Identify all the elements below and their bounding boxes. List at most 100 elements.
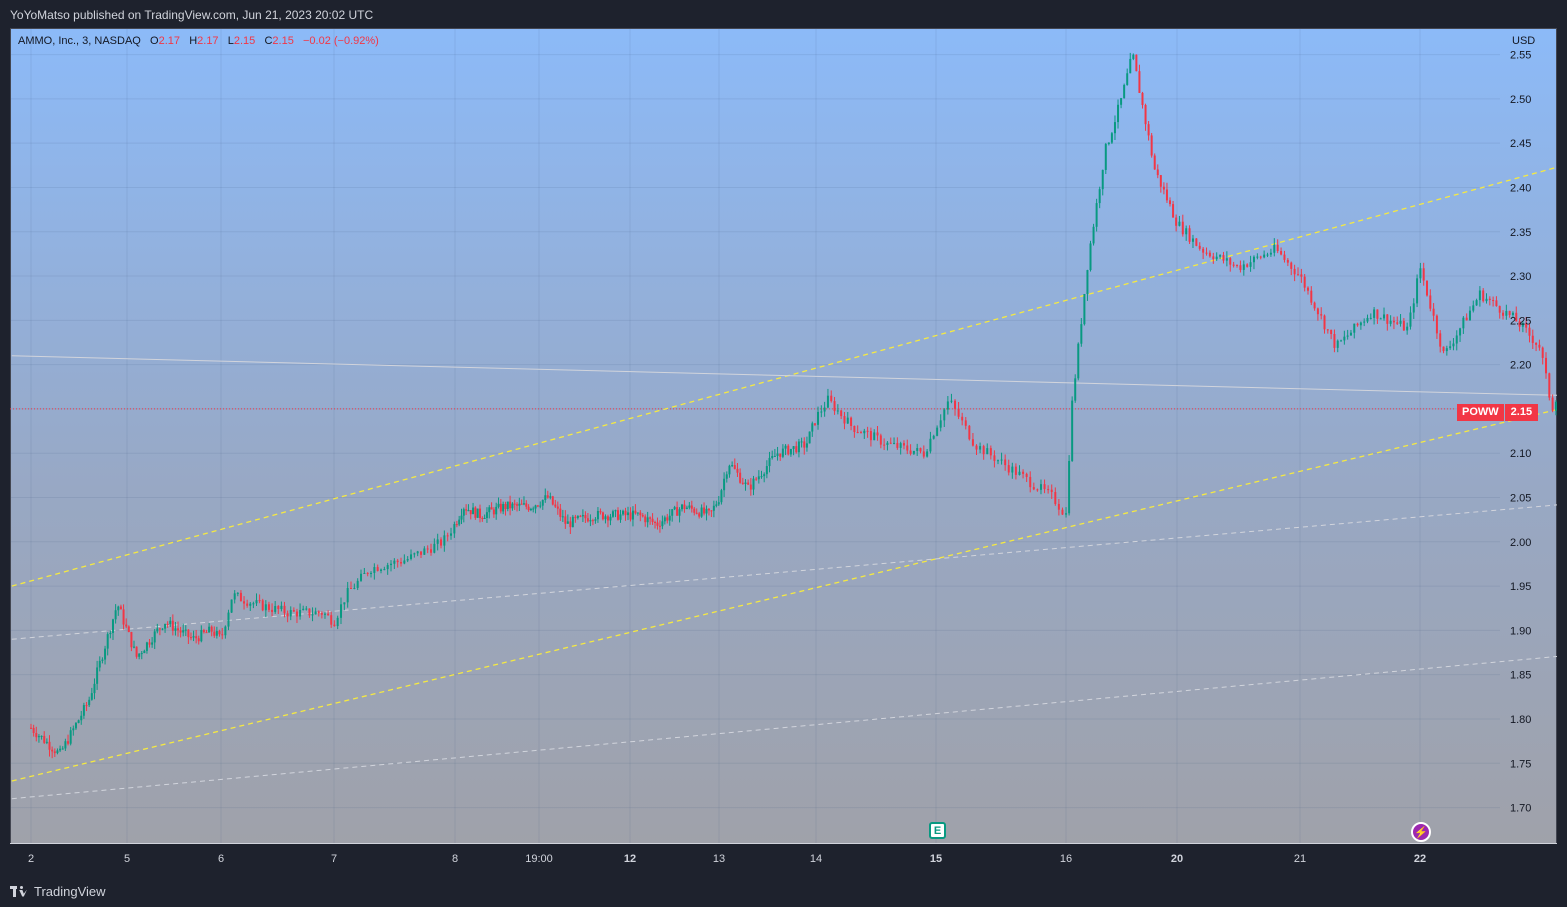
time-axis[interactable]: 2 5 6 7 8 19:00 12 13 14 15 16 20 21 22 (10, 843, 1557, 871)
candle-body (599, 510, 602, 513)
candle-body (1551, 397, 1554, 411)
price-tick-label: 1.90 (1510, 625, 1531, 637)
candle-body (564, 516, 567, 524)
candle-body (311, 614, 314, 616)
candle-body (1068, 460, 1071, 514)
candle-body (1273, 244, 1276, 253)
candle-body (1293, 268, 1296, 275)
candle-body (850, 417, 853, 426)
candle-body (420, 551, 423, 555)
candle-body (1326, 329, 1329, 331)
candle-body (771, 456, 774, 458)
candle-body (495, 506, 498, 515)
candle-body (140, 653, 143, 655)
candle-body (479, 508, 482, 519)
candle-body (93, 683, 96, 694)
candle-body (899, 443, 902, 448)
candle-body (549, 496, 552, 498)
dividend-event-icon[interactable]: ⚡ (1411, 822, 1431, 842)
candle-body (1297, 274, 1300, 276)
candle-body (323, 613, 326, 615)
candle-body (604, 516, 607, 520)
price-tick-label: 2.40 (1510, 182, 1531, 194)
candle-body (569, 521, 572, 528)
candle-body (744, 482, 747, 484)
candle-body (1212, 256, 1215, 260)
candle-body (826, 395, 829, 408)
candle-body (536, 505, 539, 507)
candle-body (1165, 189, 1168, 201)
candle-body (614, 510, 617, 512)
candle-body (1057, 503, 1060, 510)
candle-body (1412, 303, 1415, 313)
candle-body (177, 628, 180, 631)
open-value: 2.17 (158, 35, 181, 47)
candle-body (1138, 71, 1141, 93)
candle-body (757, 476, 760, 480)
low-value: 2.15 (233, 35, 256, 47)
candle-body (45, 741, 48, 743)
time-tick-label: 16 (1060, 853, 1072, 865)
candle-body (1462, 317, 1465, 329)
candle-body (249, 603, 252, 606)
price-chart[interactable]: 1.70 1.75 1.80 1.85 1.90 1.95 2.00 2.05 2.10 2.15… (10, 28, 1557, 843)
candle-body (661, 521, 664, 527)
candle-body (968, 425, 971, 440)
candle-body (1256, 256, 1259, 258)
candle-body (781, 448, 784, 457)
time-tick-label: 14 (810, 853, 822, 865)
candle-body (72, 728, 75, 731)
candle-body (474, 507, 477, 518)
footer-brand: TradingView (34, 884, 106, 899)
candle-body (1303, 276, 1306, 288)
candle-body (1039, 484, 1042, 490)
candle-body (205, 632, 208, 634)
earnings-event-icon[interactable]: E (929, 822, 946, 839)
candle-body (579, 515, 582, 517)
candle-body (127, 626, 130, 633)
candle-body (497, 503, 500, 507)
candle-body (1435, 315, 1438, 334)
price-tick-label: 1.95 (1510, 581, 1531, 593)
candle-body (98, 660, 101, 668)
price-tag-symbol: POWW (1457, 404, 1504, 421)
candle-body (752, 478, 755, 490)
candle-body (1018, 471, 1021, 475)
candle-body (1439, 333, 1442, 347)
candle-body (634, 510, 637, 514)
candle-body (1525, 323, 1528, 328)
candle-body (768, 457, 771, 467)
candle-body (1323, 315, 1326, 330)
candle-body (1353, 323, 1356, 333)
candle-body (117, 606, 120, 611)
candle-body (1330, 329, 1333, 335)
candle-body (683, 504, 686, 509)
price-tick-label: 1.70 (1510, 803, 1531, 815)
candle-body (443, 535, 446, 546)
candle-body (504, 504, 507, 510)
candle-body (690, 505, 693, 509)
candle-body (736, 468, 739, 473)
candle-body (195, 636, 198, 639)
candle-body (1349, 332, 1352, 336)
candle-body (476, 508, 479, 518)
candle-body (261, 600, 264, 611)
candle-body (187, 629, 190, 638)
candle-body (896, 442, 899, 448)
candle-body (926, 451, 929, 457)
candle-body (789, 448, 792, 455)
candle-body (646, 517, 649, 523)
candle-body (450, 533, 453, 536)
candle-body (1286, 259, 1289, 263)
candle-body (932, 435, 935, 439)
candle-body (151, 642, 154, 645)
candle-body (340, 604, 343, 618)
candle-body (636, 512, 639, 514)
candle-body (1185, 228, 1188, 235)
candle-body (502, 504, 505, 512)
candle-body (673, 507, 676, 510)
candle-body (80, 715, 83, 721)
candle-body (511, 503, 514, 509)
candle-body (584, 515, 587, 519)
candle-body (1191, 238, 1194, 242)
